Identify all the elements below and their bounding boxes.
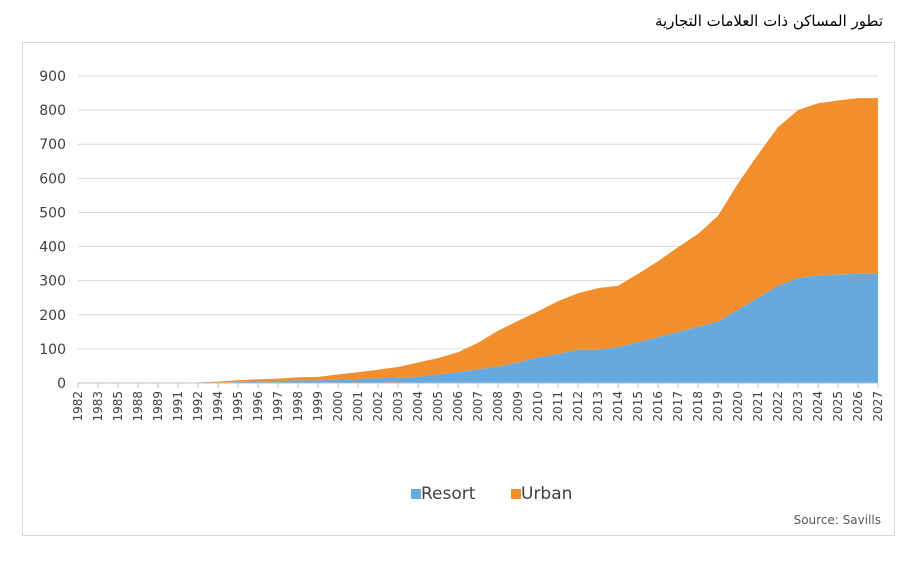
x-tick-label: 1982: [71, 391, 85, 422]
x-tick-label: 1992: [191, 391, 205, 422]
x-tick-label: 2015: [631, 391, 645, 422]
x-tick-label: 1989: [151, 391, 165, 422]
x-tick-label: 2009: [511, 391, 525, 422]
x-tick-label: 2012: [571, 391, 585, 422]
x-tick-label: 2024: [811, 391, 825, 422]
y-tick-label: 900: [39, 69, 66, 85]
x-tick-label: 1995: [231, 391, 245, 422]
x-tick-label: 1983: [91, 391, 105, 422]
chart-frame: 0 100 200 300 400 500 600 700 800 900 1982 1983 1985…: [22, 42, 895, 536]
x-tick-label: 2007: [471, 391, 485, 422]
y-tick-label: 600: [39, 171, 66, 187]
y-tick-label: 200: [39, 308, 66, 324]
legend-swatch-urban: [511, 489, 521, 499]
x-tick-label: 2010: [531, 391, 545, 422]
y-tick-label: 0: [57, 376, 66, 392]
x-tick-label: 2017: [671, 391, 685, 422]
x-tick-label: 2003: [391, 391, 405, 422]
x-tick-label: 2000: [331, 391, 345, 422]
x-tick-label: 2002: [371, 391, 385, 422]
x-tick-label: 2013: [591, 391, 605, 422]
y-tick-label: 800: [39, 103, 66, 119]
x-tick-label: 2020: [731, 391, 745, 422]
x-tick-label: 2008: [491, 391, 505, 422]
legend-label-urban: Urban: [521, 484, 572, 504]
x-tick-label: 2018: [691, 391, 705, 422]
x-tick-label: 1994: [211, 391, 225, 422]
y-tick-label: 300: [39, 274, 66, 290]
x-tick-label: 2021: [751, 391, 765, 422]
y-tick-label: 500: [39, 205, 66, 221]
x-tick-label: 2014: [611, 391, 625, 422]
x-tick-label: 2027: [871, 391, 885, 422]
x-tick-label: 1988: [131, 391, 145, 422]
x-tick-label: 2026: [851, 391, 865, 422]
x-tick-label: 2025: [831, 391, 845, 422]
x-tick-label: 2022: [771, 391, 785, 422]
x-tick-label: 2006: [451, 391, 465, 422]
series-area-resort: [78, 273, 878, 383]
x-tick-label: 1998: [291, 391, 305, 422]
y-tick-label: 700: [39, 137, 66, 153]
x-tick-label: 2016: [651, 391, 665, 422]
x-tick-label: 1991: [171, 391, 185, 422]
x-tick-label: 1999: [311, 391, 325, 422]
x-tick-label: 2005: [431, 391, 445, 422]
x-tick-label: 1985: [111, 391, 125, 422]
x-tick-label: 2001: [351, 391, 365, 422]
x-tick-label: 2004: [411, 391, 425, 422]
y-tick-label: 400: [39, 240, 66, 256]
source-note: Source: Savills: [794, 513, 881, 527]
x-tick-label: 1997: [271, 391, 285, 422]
x-tick-label: 2011: [551, 391, 565, 422]
x-tick-label: 2023: [791, 391, 805, 422]
legend-swatch-resort: [411, 489, 421, 499]
page-title: تطور المساكن ذات العلامات التجارية: [654, 12, 883, 30]
area-chart: 0 100 200 300 400 500 600 700 800 900 1982 1983 1985…: [39, 69, 885, 527]
x-tick-label: 1996: [251, 391, 265, 422]
legend-label-resort: Resort: [421, 484, 476, 504]
y-tick-label: 100: [39, 342, 66, 358]
x-tick-label: 2019: [711, 391, 725, 422]
series-area-urban: [78, 98, 878, 384]
